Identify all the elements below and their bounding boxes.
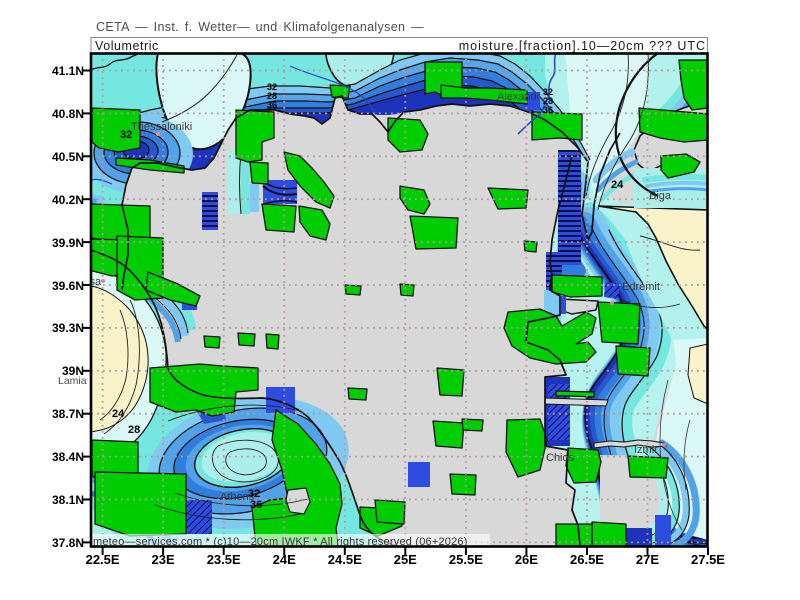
svg-text:39.3N: 39.3N (52, 321, 84, 335)
svg-text:25E: 25E (394, 552, 417, 567)
svg-text:Edremit: Edremit (622, 281, 660, 293)
svg-text:32: 32 (543, 87, 553, 97)
svg-text:36: 36 (543, 105, 553, 115)
svg-text:26E: 26E (515, 552, 538, 567)
svg-text:36: 36 (250, 499, 262, 511)
svg-text:24E: 24E (273, 552, 296, 567)
svg-text:24: 24 (112, 408, 125, 420)
svg-text:27E: 27E (636, 552, 659, 567)
svg-text:32: 32 (267, 82, 277, 92)
svg-text:moisture.[fraction].10—20cm ?: moisture.[fraction].10—20cm ??? UTC (459, 39, 706, 53)
svg-text:ssa: ssa (84, 276, 102, 288)
svg-text:23.5E: 23.5E (207, 552, 241, 567)
svg-text:24.5E: 24.5E (328, 552, 362, 567)
svg-text:36: 36 (267, 100, 277, 110)
svg-text:40.8N: 40.8N (52, 107, 84, 121)
svg-text:Alexandr: Alexandr (497, 91, 541, 103)
svg-text:25.5E: 25.5E (449, 552, 483, 567)
svg-text:38.1N: 38.1N (52, 493, 84, 507)
svg-text:37.8N: 37.8N (52, 536, 84, 550)
svg-text:Biga: Biga (649, 190, 672, 202)
svg-text:22.5E: 22.5E (86, 552, 120, 567)
svg-text:24: 24 (611, 179, 624, 191)
svg-text:40.5N: 40.5N (52, 150, 84, 164)
svg-text:Chios: Chios (546, 452, 575, 464)
svg-text:32: 32 (120, 129, 132, 141)
svg-text:26.5E: 26.5E (570, 552, 604, 567)
svg-text:23E: 23E (152, 552, 175, 567)
svg-text:28: 28 (128, 424, 140, 436)
svg-text:38.4N: 38.4N (52, 450, 84, 464)
svg-text:meteo—services.com * (c)10—20c: meteo—services.com * (c)10—20cm IWKF * A… (93, 536, 468, 548)
svg-text:Lamia: Lamia (58, 375, 87, 387)
svg-text:28: 28 (543, 96, 553, 106)
svg-text:Athens: Athens (220, 491, 255, 503)
svg-text:28: 28 (267, 91, 277, 101)
svg-text:CETA — Inst. f. Wetter— und Kl: CETA — Inst. f. Wetter— und Klimafolgena… (96, 20, 424, 34)
svg-text:39.9N: 39.9N (52, 236, 84, 250)
svg-text:Thessaloniki: Thessaloniki (131, 121, 192, 133)
svg-text:Izmir: Izmir (634, 444, 658, 456)
svg-text:41.1N: 41.1N (52, 64, 84, 78)
svg-text:32: 32 (248, 488, 260, 500)
svg-text:39.6N: 39.6N (52, 279, 84, 293)
svg-text:Volumetric: Volumetric (95, 39, 159, 53)
svg-text:27.5E: 27.5E (691, 552, 725, 567)
svg-text:40.2N: 40.2N (52, 193, 84, 207)
svg-text:38.7N: 38.7N (52, 407, 84, 421)
svg-text:39N: 39N (62, 364, 84, 378)
